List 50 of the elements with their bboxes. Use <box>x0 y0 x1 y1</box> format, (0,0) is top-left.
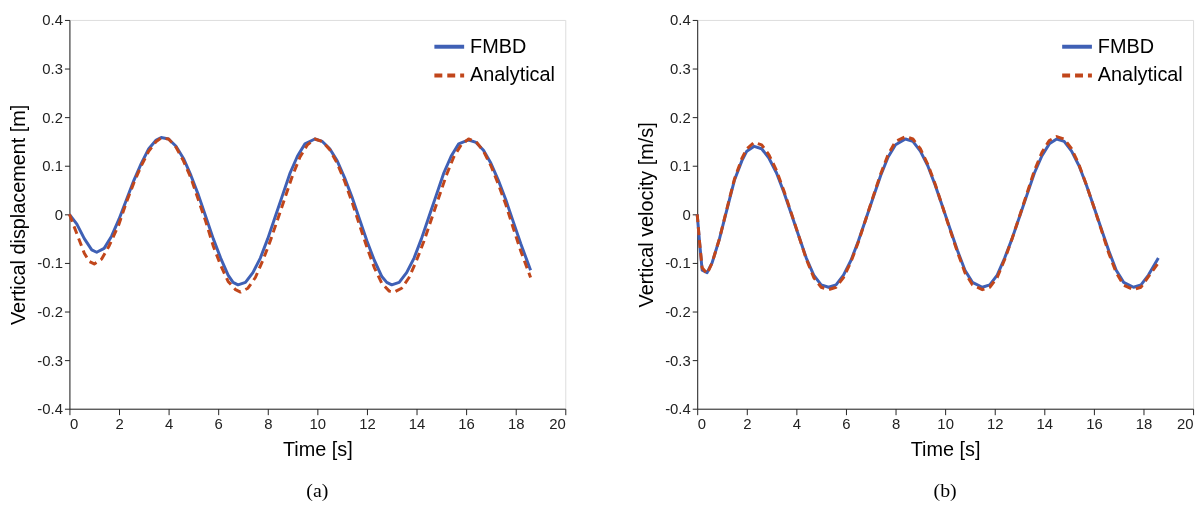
x-tick-label: 12 <box>986 416 1004 433</box>
x-axis-title: Time [s] <box>282 437 353 460</box>
y-tick-label: 0.4 <box>670 12 691 29</box>
x-tick-label: 6 <box>842 416 851 433</box>
x-tick-label: 14 <box>408 416 426 433</box>
legend-label: Analytical <box>470 63 555 86</box>
x-tick-label: 10 <box>937 416 954 433</box>
x-axis-title: Time [s] <box>910 437 981 460</box>
x-tick-label: 18 <box>507 416 525 433</box>
legend-label: FMBD <box>470 34 527 57</box>
x-tick-label: 0 <box>69 416 79 433</box>
y-tick-label: -0.1 <box>37 255 63 272</box>
y-tick-label: 0.3 <box>42 61 63 77</box>
y-tick-label: 0.1 <box>42 158 63 175</box>
x-tick-label: 0 <box>697 416 706 433</box>
y-tick-label: 0 <box>682 206 691 223</box>
x-tick-label: 18 <box>1135 416 1153 433</box>
x-tick-label: 2 <box>115 416 124 433</box>
x-tick-label: 20 <box>549 416 566 433</box>
legend-label: Analytical <box>1097 63 1183 86</box>
x-tick-label: 8 <box>264 416 273 433</box>
y-tick-label: -0.3 <box>37 352 63 369</box>
y-tick-label: -0.3 <box>665 352 691 369</box>
text: (a) <box>306 478 329 502</box>
y-tick-label: 0.2 <box>670 109 691 126</box>
y-tick-label: 0.2 <box>42 109 63 126</box>
x-tick-label: 4 <box>792 416 801 433</box>
x-tick-label: 14 <box>1036 416 1054 433</box>
x-tick-label: 10 <box>309 416 327 433</box>
x-tick-label: 4 <box>164 416 174 433</box>
y-tick-label: -0.1 <box>665 255 691 272</box>
y-tick-label: 0.3 <box>670 61 691 77</box>
y-tick-label: -0.4 <box>665 401 691 418</box>
y-tick-label: 0.4 <box>42 12 63 29</box>
x-tick-label: 12 <box>359 416 376 433</box>
x-tick-label: 16 <box>458 416 475 433</box>
y-tick-label: -0.4 <box>37 401 63 418</box>
y-axis-title: Vertical velocity [m/s] <box>635 122 658 308</box>
x-tick-label: 6 <box>214 416 223 433</box>
legend-label: FMBD <box>1097 34 1155 57</box>
y-tick-label: 0.1 <box>670 158 691 175</box>
y-tick-label: -0.2 <box>665 303 691 320</box>
x-tick-label: 8 <box>891 416 901 433</box>
x-tick-label: 16 <box>1086 416 1103 433</box>
x-tick-label: 2 <box>743 416 752 433</box>
y-tick-label: 0 <box>54 206 63 223</box>
text: (b) <box>933 478 957 502</box>
y-tick-label: -0.2 <box>37 303 63 320</box>
x-tick-label: 20 <box>1177 416 1194 433</box>
y-axis-title: Vertical displacement [m] <box>7 104 30 326</box>
